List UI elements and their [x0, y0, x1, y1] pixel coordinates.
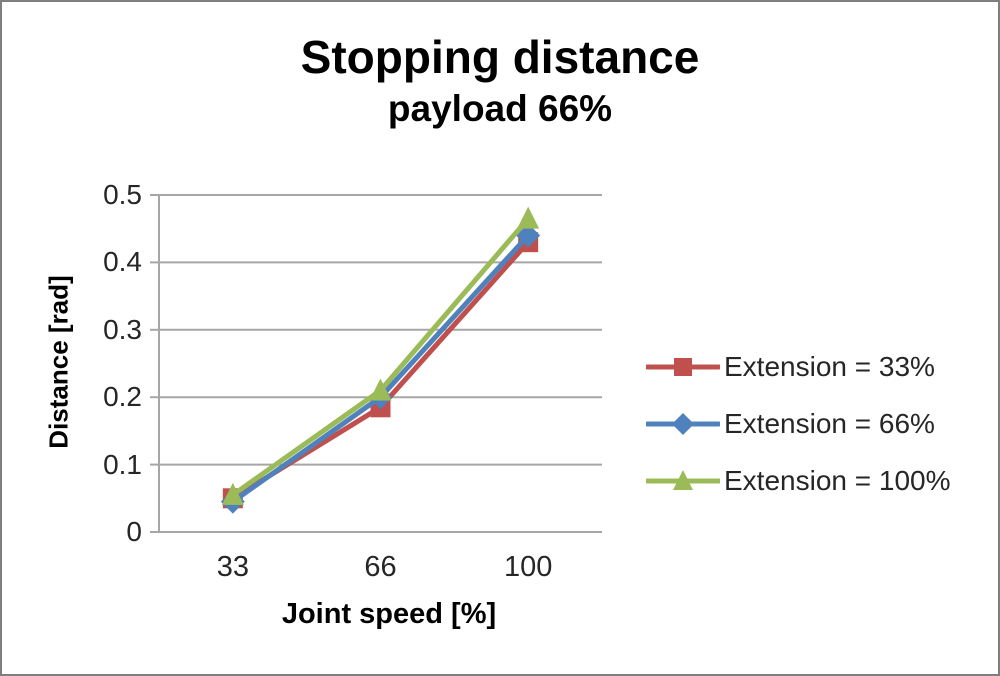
legend-label: Extension = 33%: [724, 350, 935, 382]
y-tick-label: 0.4: [103, 246, 142, 278]
legend-marker-triangle: [673, 469, 693, 490]
legend-item-1: Extension = 66%: [646, 395, 951, 452]
series-marker-1: [516, 223, 541, 248]
chart-title: Stopping distance: [300, 31, 700, 83]
x-tick-label: 100: [503, 551, 553, 583]
series-marker-2: [221, 482, 244, 505]
series-marker-2: [369, 378, 392, 401]
x-tick-label: 66: [364, 551, 397, 583]
legend-marker-diamond: [672, 412, 694, 435]
x-axis-title: Joint speed [%]: [281, 598, 497, 630]
legend-swatch-triangle-icon: [646, 469, 720, 490]
y-tick-label: 0.5: [103, 179, 142, 210]
series-marker-2: [517, 206, 540, 229]
y-tick-label: 0.1: [103, 448, 142, 480]
chart-subtitle: payload 66%: [387, 88, 613, 129]
legend-swatch-square-icon: [646, 357, 720, 376]
legend-label: Extension = 100%: [724, 464, 951, 496]
y-tick-label: 0: [126, 516, 142, 547]
legend: Extension = 33% Extension = 66% Extension …: [646, 338, 951, 509]
y-tick-label: 0.3: [103, 313, 142, 345]
legend-item-2: Extension = 100%: [646, 452, 951, 509]
legend-swatch-diamond-icon: [646, 412, 720, 435]
legend-marker-square: [674, 357, 692, 376]
x-tick-label: 33: [216, 551, 249, 583]
legend-item-0: Extension = 33%: [646, 338, 951, 395]
y-tick-label: 0.2: [103, 381, 142, 413]
legend-label: Extension = 66%: [724, 407, 935, 439]
series-line-2: [230, 216, 531, 498]
